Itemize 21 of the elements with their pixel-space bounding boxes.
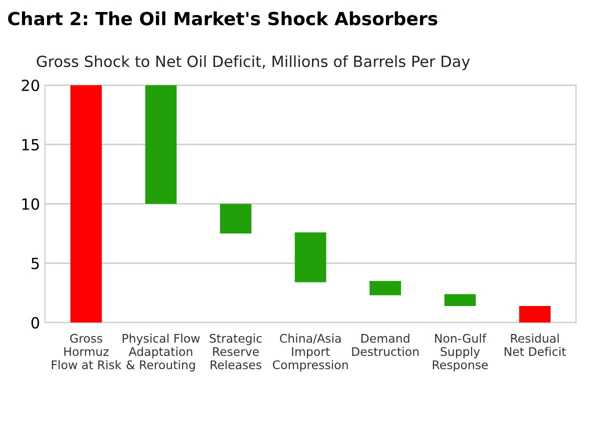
x-tick-label: Strategic Reserve Releases (210, 334, 262, 370)
y-tick-label: 15 (22, 139, 39, 150)
bar (294, 232, 326, 282)
bar (70, 85, 102, 323)
chart-subtitle: Gross Shock to Net Oil Deficit, Millions of Barrels Per Day (36, 55, 470, 70)
y-tick-label: 20 (22, 80, 40, 92)
x-tick-label: Non-Gulf Supply Response (432, 334, 488, 372)
x-tick-label: China/Asia Import Compression (272, 334, 348, 372)
bar (519, 306, 551, 323)
bar (370, 281, 401, 296)
bar (220, 204, 252, 234)
y-tick-label: 5 (32, 258, 39, 270)
y-tick-label: 10 (22, 198, 40, 210)
x-tick-label: Demand Destruction (352, 334, 419, 356)
bar (145, 85, 177, 204)
x-tick-label: Physical Flow Adaptation & Rerouting (122, 334, 200, 372)
x-tick-label: Gross Hormuz Flow at Risk (52, 334, 122, 370)
chart-title: Chart 2: The Oil Market's Shock Absorbers (8, 11, 438, 26)
bar (444, 294, 476, 306)
y-tick-label: 0 (31, 317, 40, 329)
x-tick-label: Residual Net Deficit (504, 334, 566, 356)
